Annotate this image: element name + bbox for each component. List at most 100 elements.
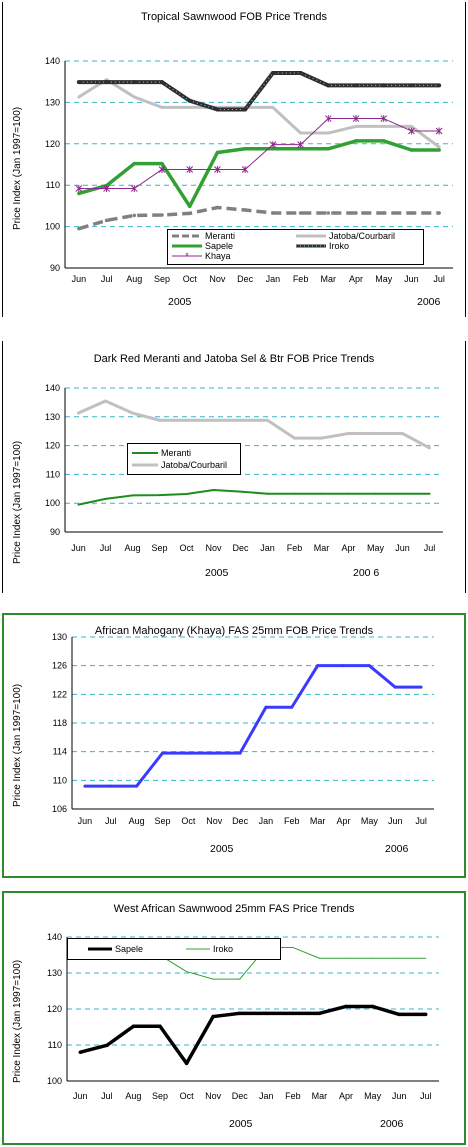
y-tick-label: 100 xyxy=(45,222,60,232)
legend-swatch xyxy=(132,461,158,469)
legend-item-jatoba: Jatoba/Courbaril xyxy=(132,460,227,470)
data-point xyxy=(270,71,275,76)
x-tick-label: Oct xyxy=(179,543,194,553)
data-point xyxy=(401,492,404,495)
series-line-overlay xyxy=(78,72,440,110)
data-point xyxy=(428,446,431,450)
x-tick-label: Jan xyxy=(259,816,274,826)
y-tick-label: 110 xyxy=(53,775,67,785)
x-tick-label: Feb xyxy=(285,1091,301,1101)
legend-label: Iroko xyxy=(329,241,350,251)
data-point xyxy=(437,83,442,88)
data-point xyxy=(83,784,87,788)
x-tick-label: Jul xyxy=(105,816,117,826)
y-tick-label: 122 xyxy=(52,689,67,699)
x-tick-label: Sep xyxy=(154,816,170,826)
series-line-khaya xyxy=(84,664,422,788)
y-tick-label: 130 xyxy=(45,97,60,107)
data-point xyxy=(158,1024,162,1029)
data-point xyxy=(381,211,386,215)
x-tick-label: May xyxy=(361,816,379,826)
data-point xyxy=(293,492,296,495)
data-point xyxy=(109,784,113,788)
legend-label: Khaya xyxy=(205,251,231,261)
legend-label: Meranti xyxy=(205,231,236,241)
series-line-sapele xyxy=(78,139,440,209)
data-point xyxy=(185,492,188,495)
year-label-2005: 2005 xyxy=(205,567,229,579)
data-point xyxy=(326,131,330,135)
x-tick-label: Jan xyxy=(266,274,281,284)
data-point xyxy=(264,1011,269,1016)
data-point xyxy=(160,80,164,85)
data-point xyxy=(160,105,164,109)
data-point xyxy=(243,107,248,112)
x-tick-label: Oct xyxy=(180,1091,195,1101)
series-line-meranti xyxy=(78,205,440,231)
legend-item-khaya: * Khaya xyxy=(172,251,231,261)
data-point xyxy=(345,957,347,959)
data-point xyxy=(77,191,81,196)
chart-legend: Meranti Jatoba/Courbaril Sapele Iroko * … xyxy=(167,229,424,265)
x-tick-label: Nov xyxy=(205,1091,222,1101)
data-point xyxy=(374,432,377,436)
svg-text:*: * xyxy=(185,251,189,261)
x-tick-label: Jun xyxy=(72,274,87,284)
x-tick-label: Apr xyxy=(341,543,355,553)
data-point xyxy=(291,1011,295,1016)
chart-legend: Sapele Iroko xyxy=(67,938,281,960)
x-tick-label: Jul xyxy=(433,274,445,284)
data-point xyxy=(437,211,441,215)
data-point xyxy=(243,208,247,212)
series-line-khaya xyxy=(78,118,440,190)
data-point xyxy=(317,1011,322,1016)
chart-title: Tropical Sawnwood FOB Price Trends xyxy=(140,11,328,23)
x-tick-label: Apr xyxy=(336,816,350,826)
y-tick-label: 140 xyxy=(47,932,62,942)
data-point xyxy=(77,95,81,99)
data-point xyxy=(135,784,139,788)
data-point xyxy=(374,492,377,495)
data-point xyxy=(381,83,386,88)
year-label-2006: 2006 xyxy=(417,296,441,308)
data-point xyxy=(354,124,358,128)
data-point xyxy=(382,124,386,128)
data-point xyxy=(158,418,161,422)
x-tick-label: Jul xyxy=(101,274,113,284)
data-point xyxy=(239,490,242,493)
data-point xyxy=(298,147,303,151)
data-point xyxy=(290,705,294,709)
data-point xyxy=(77,226,81,231)
x-tick-label: May xyxy=(364,1091,382,1101)
chart-panel-west-african-sawnwood: West African Sawnwood 25mm FAS Price Tre… xyxy=(2,891,466,1145)
data-point xyxy=(266,492,269,495)
x-tick-label: Dec xyxy=(237,274,254,284)
data-point xyxy=(104,80,109,85)
x-tick-label: Nov xyxy=(206,816,223,826)
x-tick-label: Dec xyxy=(232,816,249,826)
data-point xyxy=(316,664,320,668)
data-point xyxy=(344,1004,348,1009)
x-tick-label: Jun xyxy=(71,543,86,553)
data-point xyxy=(105,1043,109,1048)
series-line-meranti xyxy=(78,488,430,506)
x-tick-label: Jun xyxy=(73,1091,88,1101)
x-tick-label: Jun xyxy=(388,816,403,826)
data-point xyxy=(372,957,374,959)
legend-label: Iroko xyxy=(213,944,234,954)
chart-plot: 90 100 110 120 130 140 Jun Jul Aug Sep Oct Nov Dec Ja… xyxy=(45,56,453,284)
y-tick-label: 140 xyxy=(45,56,60,66)
data-point xyxy=(347,432,350,436)
x-tick-label: Feb xyxy=(287,543,303,553)
data-point xyxy=(320,436,323,440)
data-point xyxy=(393,685,397,689)
data-point xyxy=(326,147,331,151)
chart-plot: 90 100 110 120 130 140 Jun Jul Aug Sep Oct Nov Dec Ja… xyxy=(45,383,443,553)
x-tick-label: Sep xyxy=(151,543,167,553)
x-tick-label: Mar xyxy=(314,543,330,553)
legend-swatch xyxy=(296,242,326,250)
x-tick-label: Jul xyxy=(415,816,427,826)
chart-panel-african-mahogany: African Mahogany (Khaya) FAS 25mm FOB Pr… xyxy=(2,613,466,878)
x-tick-label: Nov xyxy=(209,274,226,284)
data-point xyxy=(298,211,303,215)
